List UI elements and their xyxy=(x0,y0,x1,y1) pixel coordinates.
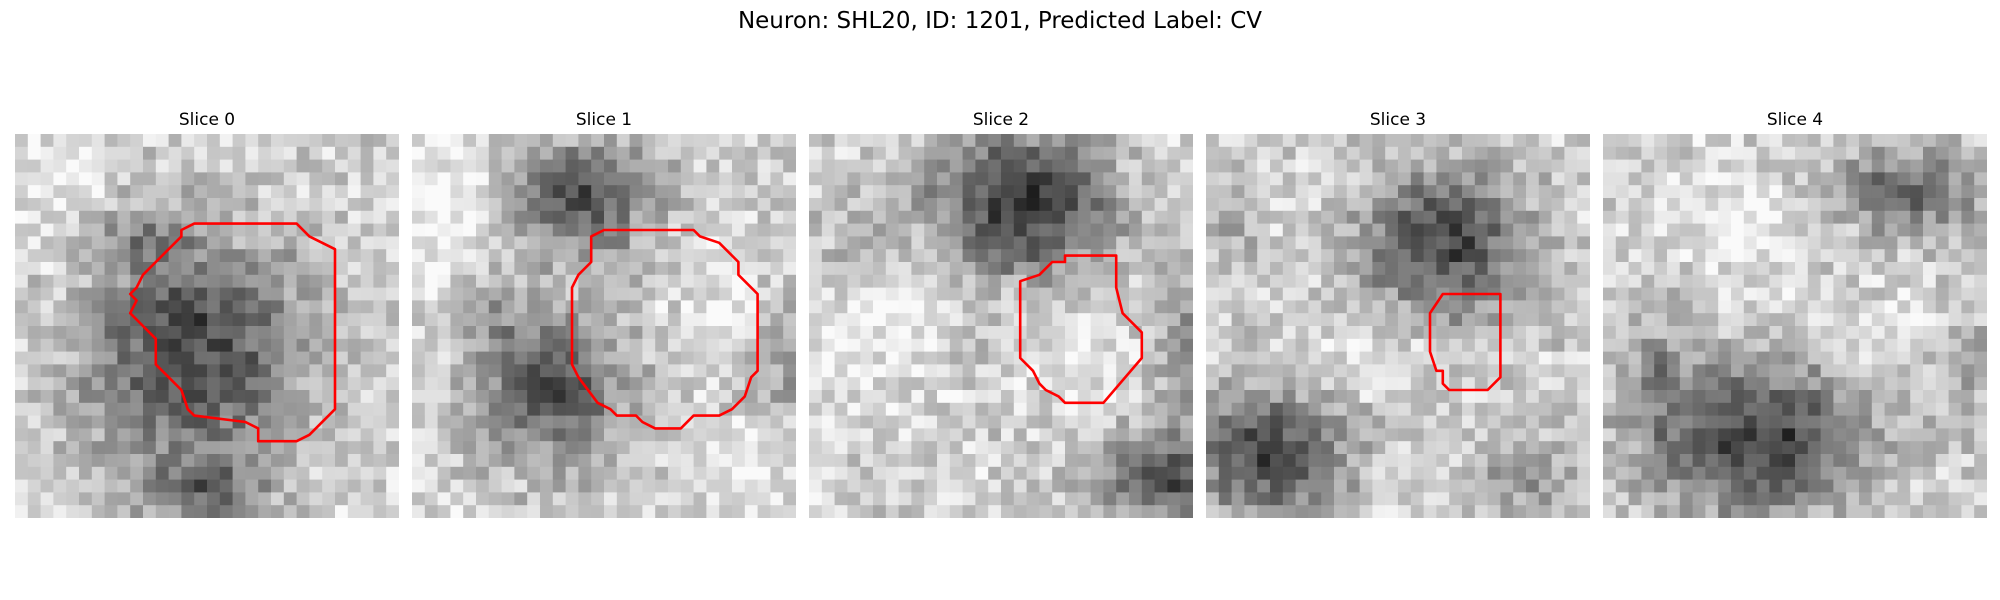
slice-pixel-grid xyxy=(1206,134,1590,518)
slice-4-title: Slice 4 xyxy=(1766,110,1824,130)
slice-pixel-grid xyxy=(412,134,796,518)
figure-title: Neuron: SHL20, ID: 1201, Predicted Label… xyxy=(737,8,1263,34)
slice-3-image xyxy=(1206,134,1590,518)
slice-0-image xyxy=(15,134,399,518)
roi-contour xyxy=(1428,292,1502,392)
slice-pixel-grid xyxy=(15,134,399,518)
slice-0-title: Slice 0 xyxy=(178,110,236,130)
slice-4-image xyxy=(1603,134,1987,518)
slice-1-image xyxy=(412,134,796,518)
slice-1-title: Slice 1 xyxy=(575,110,633,130)
slice-pixel-grid xyxy=(1603,134,1987,518)
roi-contour xyxy=(128,222,337,443)
roi-contour xyxy=(570,228,759,430)
slice-2-image xyxy=(809,134,1193,518)
slice-2-title: Slice 2 xyxy=(972,110,1030,130)
slice-pixel-grid xyxy=(809,134,1193,518)
slice-3-title: Slice 3 xyxy=(1369,110,1427,130)
roi-contour xyxy=(1018,254,1144,405)
